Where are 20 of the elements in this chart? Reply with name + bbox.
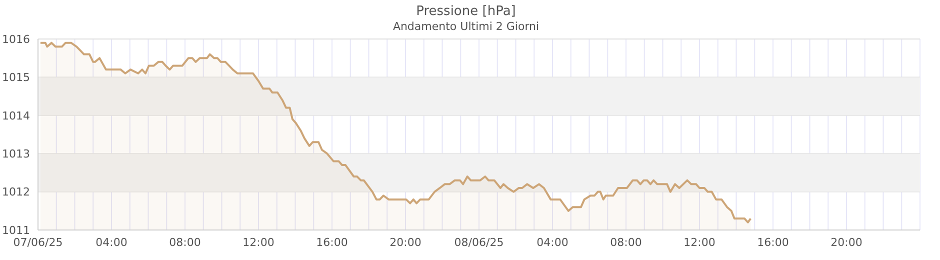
y-tick-label: 1011 [2, 224, 30, 237]
x-tick-label: 08:00 [610, 236, 642, 249]
x-tick-label: 07/06/25 [13, 236, 63, 249]
x-tick-label: 16:00 [316, 236, 348, 249]
x-tick-label: 04:00 [536, 236, 568, 249]
y-tick-label: 1012 [2, 186, 30, 199]
x-tick-label: 04:00 [96, 236, 128, 249]
y-tick-label: 1014 [2, 109, 30, 122]
y-tick-label: 1016 [2, 32, 30, 46]
y-tick-label: 1015 [2, 71, 30, 84]
x-tick-label: 08:00 [169, 236, 201, 249]
chart-subtitle: Andamento Ultimi 2 Giorni [392, 20, 540, 33]
x-tick-label: 12:00 [684, 236, 716, 249]
x-tick-label: 16:00 [757, 236, 789, 249]
chart-title: Pressione [hPa] [415, 4, 517, 19]
y-tick-label: 1013 [2, 148, 30, 161]
x-tick-label: 08/06/25 [454, 236, 504, 249]
x-tick-label: 12:00 [242, 236, 274, 249]
x-tick-label: 20:00 [390, 236, 422, 249]
x-tick-label: 20:00 [830, 236, 862, 249]
